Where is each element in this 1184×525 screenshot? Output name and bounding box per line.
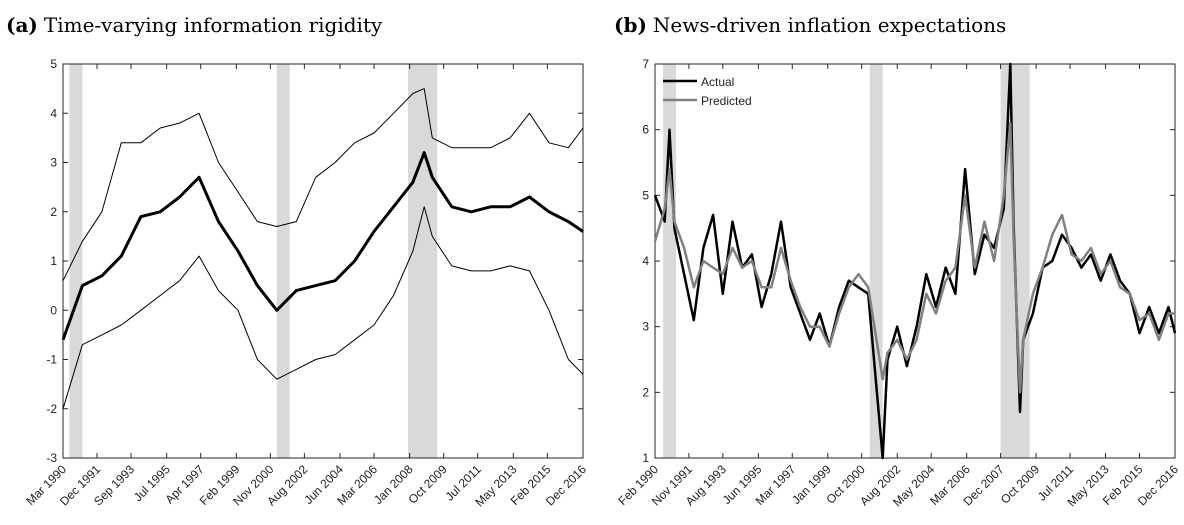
shaded-period — [408, 64, 438, 458]
title: Time-varying information rigidity — [44, 13, 383, 37]
y-tick-label: 7 — [642, 57, 649, 71]
legend-label: Predicted — [701, 94, 752, 108]
shaded-period — [663, 64, 676, 458]
y-tick-label: 3 — [642, 320, 649, 334]
y-tick-label: 1 — [50, 254, 57, 268]
data-line — [62, 206, 584, 409]
legend-label: Actual — [701, 75, 734, 89]
y-tick-label: -2 — [46, 402, 57, 416]
panel-title: (b) News-driven inflation expectations — [614, 13, 1006, 37]
shaded-period — [69, 64, 83, 458]
data-line — [653, 62, 1177, 460]
y-tick-label: 4 — [50, 106, 57, 120]
y-tick-label: 2 — [642, 385, 649, 399]
y-tick-label: 6 — [642, 123, 649, 137]
y-tick-label: 2 — [50, 205, 57, 219]
y-tick-label: 5 — [50, 57, 57, 71]
y-tick-label: 1 — [642, 451, 649, 465]
y-tick-label: 0 — [50, 303, 57, 317]
y-tick-label: 5 — [642, 188, 649, 202]
y-tick-label: 4 — [642, 254, 649, 268]
data-line — [653, 121, 1175, 394]
y-tick-label: 3 — [50, 156, 57, 170]
y-tick-label: -3 — [46, 451, 57, 465]
panel-label: (a) — [6, 13, 38, 37]
data-line — [61, 151, 584, 341]
panel-label: (b) — [614, 13, 647, 37]
panel-title: (a) Time-varying information rigidity — [6, 13, 383, 37]
y-tick-label: -1 — [46, 353, 57, 367]
x-tick-label: Oct 2009 — [998, 462, 1043, 507]
axes-frame — [62, 63, 584, 459]
title: News-driven inflation expectations — [653, 13, 1006, 37]
data-line — [62, 88, 584, 281]
shaded-period — [276, 64, 290, 458]
